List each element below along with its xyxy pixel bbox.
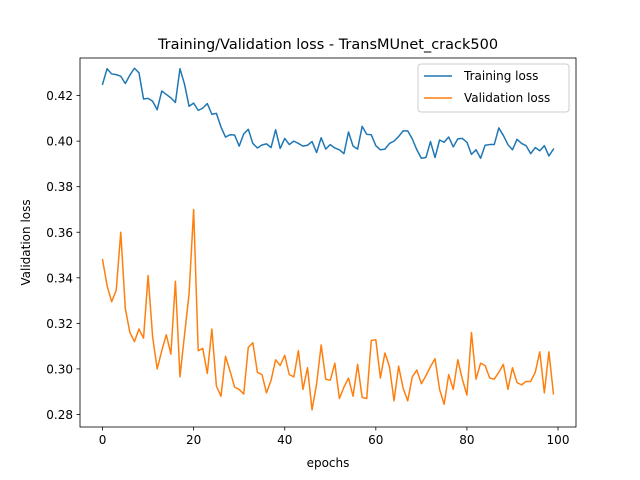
legend-box xyxy=(417,63,570,113)
training-loss-line xyxy=(101,67,555,159)
legend-label-validation: Validation loss xyxy=(464,91,550,105)
y-tick-label: 0.38 xyxy=(46,180,73,194)
y-tick-label: 0.42 xyxy=(46,89,73,103)
y-tick-label: 0.30 xyxy=(46,362,73,376)
chart-title: Training/Validation loss - TransMUnet_cr… xyxy=(157,37,498,53)
y-axis-label: Validation loss xyxy=(19,199,33,285)
y-tick-label: 0.32 xyxy=(46,317,73,331)
series-lines xyxy=(101,67,555,411)
x-tick-label: 40 xyxy=(277,433,292,447)
legend: Training loss Validation loss xyxy=(417,63,570,113)
x-axis-label: epochs xyxy=(307,456,350,470)
y-tick-label: 0.34 xyxy=(46,271,73,285)
y-tick-label: 0.36 xyxy=(46,226,73,240)
legend-label-training: Training loss xyxy=(463,69,538,83)
y-tick-label: 0.40 xyxy=(46,135,73,149)
x-axis-ticks: 0 20 40 60 80 100 xyxy=(99,427,570,447)
x-tick-label: 60 xyxy=(368,433,383,447)
y-tick-label: 0.28 xyxy=(46,408,73,422)
x-tick-label: 80 xyxy=(459,433,474,447)
plot-area xyxy=(80,58,576,427)
validation-loss-line xyxy=(101,208,555,411)
y-axis-ticks: 0.28 0.30 0.32 0.34 0.36 0.38 0.40 0.42 xyxy=(46,89,80,422)
x-tick-label: 0 xyxy=(99,433,107,447)
x-tick-label: 20 xyxy=(186,433,201,447)
plot-frame xyxy=(79,57,577,428)
x-tick-label: 100 xyxy=(547,433,570,447)
